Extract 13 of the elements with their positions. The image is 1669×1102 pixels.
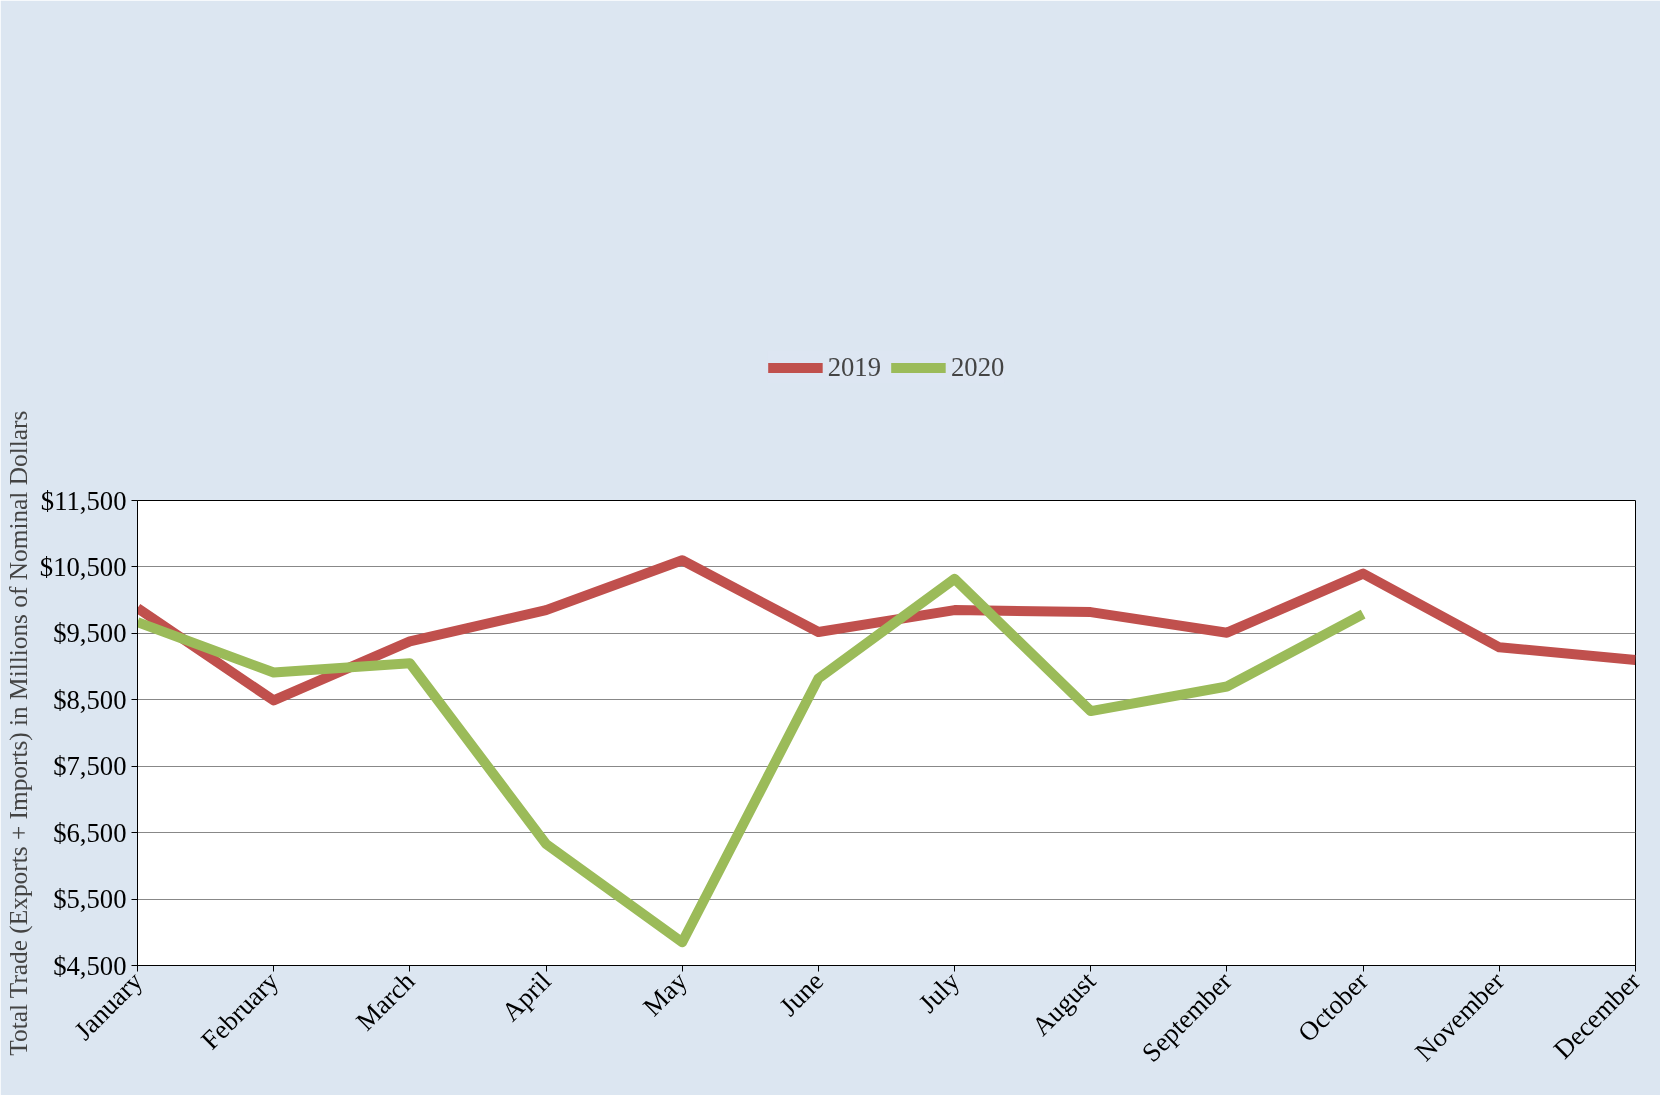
y-axis-title: Total Trade (Exports + Imports) in Millions of Nominal Dollars — [3, 410, 33, 1056]
y-tick-label: $8,500 — [53, 684, 127, 715]
x-tick-label: July — [912, 965, 966, 1019]
y-tick-label: $7,500 — [53, 751, 127, 782]
x-tick-label: June — [773, 965, 830, 1022]
y-tick-label: $11,500 — [40, 485, 127, 516]
y-tick-label: $5,500 — [53, 884, 127, 915]
y-tick-label: $6,500 — [53, 817, 127, 848]
legend-label: 2019 — [827, 351, 881, 383]
legend-label: 2020 — [951, 351, 1005, 383]
x-tick-label: May — [637, 965, 694, 1022]
y-tick-label: $9,500 — [53, 618, 127, 649]
y-tick-label: $10,500 — [39, 551, 127, 582]
